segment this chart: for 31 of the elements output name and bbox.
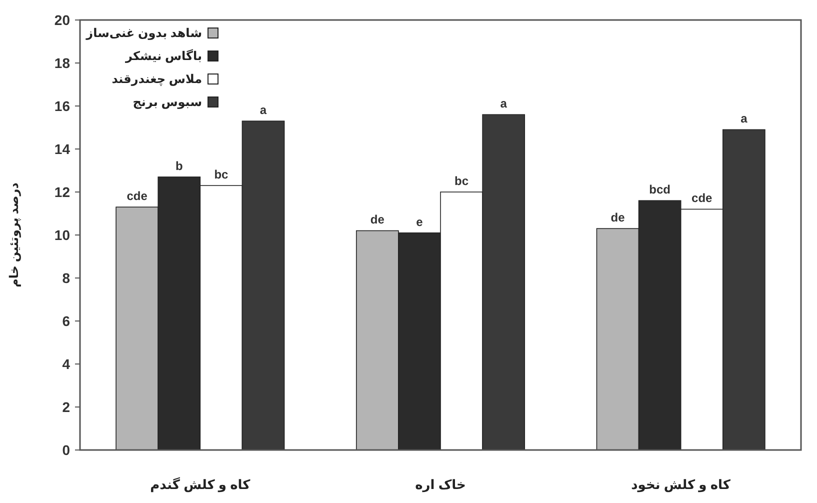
legend-label: شاهد بدون غنی‌ساز [85,26,202,40]
x-tick-label: کاه و کلش نخود [631,477,731,493]
y-axis-title: درصد پروتئین خام [7,182,21,288]
y-tick-label: 2 [62,398,70,415]
data-label: de [370,212,385,227]
data-label: bc [454,174,469,188]
data-label: a [740,112,748,126]
data-label: cde [692,191,713,206]
y-tick-label: 0 [62,442,70,458]
y-tick-label: 4 [62,356,70,372]
y-tick-label: 8 [62,270,70,286]
data-label: bc [214,168,229,182]
data-label: b [175,158,183,173]
y-tick-label: 10 [54,226,70,243]
legend-label: باگاس نیشکر [124,49,202,64]
y-tick-label: 12 [54,184,70,200]
y-tick-label: 6 [62,312,70,329]
legend-label: سبوس برنج [132,95,202,110]
y-tick-label: 20 [54,12,70,28]
data-label: a [260,103,267,118]
data-label: a [500,96,508,111]
data-label: e [416,214,424,229]
y-tick-label: 16 [54,98,70,114]
data-label: bcd [649,182,670,197]
y-tick-label: 18 [54,54,70,71]
data-label: de [610,210,626,225]
legend-label: ملاس چغندرقند [112,72,202,86]
x-tick-label: کاه و کلش گندم [150,477,251,493]
x-tick-label: خاک اره [415,477,466,493]
y-tick-label: 14 [54,140,70,157]
data-label: cde [126,189,148,204]
